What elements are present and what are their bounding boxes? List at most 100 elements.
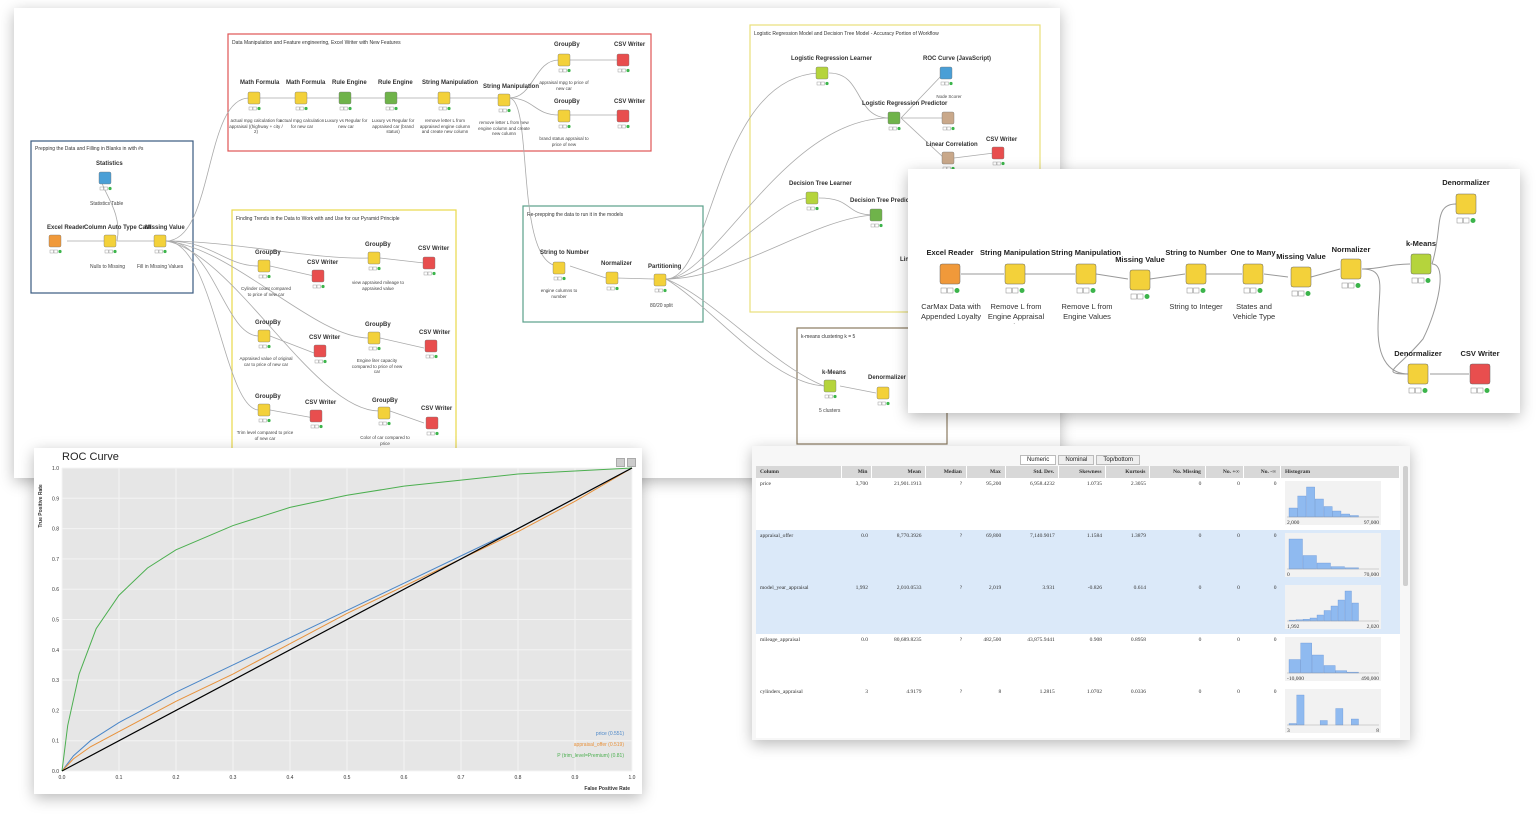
stats-row-mileage_appraisal[interactable]: mileage_appraisal 0.0 80,689.8235? 482,500 4… [756,634,1400,686]
roc-curve-view: ROC Curve 0.0 0.1 0.2 0.3 0.4 0.5 0.6 0.7 0.8 0.9… [34,448,642,794]
node-title-csv-models: CSV Writer [986,137,1018,143]
zoom-svg: Excel Reader String Manipulation String … [921,178,1500,394]
missing-value-node[interactable] [153,234,167,254]
csv-writer-node-b[interactable] [616,109,630,129]
groupby-node-b[interactable] [557,109,571,129]
stats-col-header[interactable]: Std. Dev. [1005,466,1060,478]
histogram-max-label: 8 [1376,728,1379,733]
stats-cell-std: 43,875.9441 [1027,637,1055,643]
roc-legend: price (0.551) appraisal_offer (0.519) P (t… [557,731,624,759]
zoom-missing-value-node-1[interactable] [1129,269,1151,300]
zoom-node-title-10: Denormalizer [1394,349,1442,358]
histogram-bar [1351,602,1359,622]
zoom-labels: Excel Reader String Manipulation String … [926,178,1499,358]
csv-writer-node-c[interactable] [311,269,325,289]
groupby-node-f[interactable] [367,331,381,351]
tab-top-bottom[interactable]: Top/bottom [1096,455,1141,465]
node-title-partitioning: Partitioning [648,264,682,270]
csv-writer-node-h[interactable] [425,416,439,436]
csv-writer-node-e[interactable] [313,344,327,364]
groupby-node-d[interactable] [367,251,381,271]
stats-cell-skew: 0.908 [1089,637,1102,643]
histogram-bar [1309,617,1317,622]
roc-series [61,467,633,772]
string-manip-node-1[interactable] [437,91,451,111]
column-cast-node[interactable] [103,234,117,254]
zoom-denormalizer-node-1[interactable] [1455,193,1477,224]
stats-col-header[interactable]: Column [756,466,842,478]
stats-cell-pinf: 0 [1205,530,1244,582]
stats-col-header[interactable]: Kurtosis [1105,466,1151,478]
tab-nominal[interactable]: Nominal [1058,455,1095,465]
stats-col-header[interactable]: Max [966,466,1006,478]
partitioning-node[interactable] [653,273,667,293]
zoom-string-manip-node-1[interactable] [1004,263,1026,294]
rule-engine-node-2[interactable] [384,91,398,111]
roc-title: ROC Curve [62,451,119,463]
zoom-string-manip-node-2[interactable] [1075,263,1097,294]
zoomed-workflow-canvas[interactable]: Excel Reader String Manipulation String … [908,169,1520,413]
stats-col-header[interactable]: No. -∞ [1243,466,1281,478]
stats-col-header[interactable]: Mean [871,466,926,478]
scorer-node[interactable] [941,111,955,131]
main-workflow-canvas[interactable]: Prepping the Data and Filling in Blanks … [14,8,1060,478]
stats-row-cylinders_appraisal[interactable]: cylinders_appraisal 3 4.9179? 8 1.2815 1.0702… [756,686,1400,738]
tab-numeric[interactable]: Numeric [1019,455,1057,465]
csv-writer-models-node[interactable] [991,146,1005,166]
string-manip-node-2[interactable] [497,93,511,113]
histogram-bar [1330,605,1338,622]
zoom-csv-writer-node[interactable] [1469,363,1491,394]
stats-col-header[interactable]: Skewness [1058,466,1107,478]
node-title-statistics: Statistics [96,161,123,167]
dt-predictor-node[interactable] [869,208,883,228]
groupby-node-h[interactable] [377,406,391,426]
zoom-string-to-number-node[interactable] [1185,263,1207,294]
node-title-partial: Line [900,257,913,263]
zoom-kmeans-node[interactable] [1410,253,1432,284]
groupby-node-g[interactable] [257,403,271,423]
stats-row-model_year_appraisal[interactable]: model_year_appraisal 1,992 2,010.0533? 2,01… [756,582,1400,634]
roc-js-node[interactable] [939,66,953,86]
statistics-node[interactable] [98,171,112,191]
groupby-node-a[interactable] [557,53,571,73]
zoom-denormalizer-node-2[interactable] [1407,363,1429,394]
stats-col-header[interactable]: Median [925,466,967,478]
stats-col-header[interactable]: Min [841,466,873,478]
linear-correlation-node[interactable] [941,151,955,171]
roc-xtick: 0.9 [572,775,579,781]
csv-writer-node-a[interactable] [616,53,630,73]
caption-string-to-number: engine columns to number [541,288,578,299]
stats-col-header[interactable]: No. Missing [1149,466,1206,478]
string-to-number-node[interactable] [552,261,566,281]
zoom-excel-reader-node[interactable] [939,263,961,294]
stats-col-header[interactable]: No. +∞ [1205,466,1245,478]
zoom-normalizer-node[interactable] [1340,258,1362,289]
scrollbar[interactable] [1403,466,1408,586]
zoom-missing-value-node-2[interactable] [1290,266,1312,297]
csv-writer-node-g[interactable] [309,409,323,429]
denormalizer-node[interactable] [876,386,890,406]
csv-writer-node-d[interactable] [422,256,436,276]
expand-icon[interactable] [616,458,625,467]
stats-col-header[interactable]: Histogram [1280,466,1400,478]
kmeans-node[interactable] [823,379,837,399]
stats-row-price[interactable]: price 3,700 21,901.1913? 95,200 6,958.4232 1.… [756,478,1400,530]
logreg-learner-node[interactable] [815,66,829,86]
caption-smanip1: remove letter L from appraised engine co… [420,118,470,134]
groupby-node-e[interactable] [257,329,271,349]
caption-groupby-brand: brand status appraisal to price of new [539,136,588,147]
excel-reader-node[interactable] [48,234,62,254]
groupby-node-c[interactable] [257,259,271,279]
normalizer-node[interactable] [605,271,619,291]
dt-learner-node[interactable] [805,191,819,211]
math-formula-node-2[interactable] [294,91,308,111]
settings-icon[interactable] [627,458,636,467]
zoom-node-title-4: String to Number [1165,248,1226,257]
csv-writer-node-f[interactable] [424,339,438,359]
zoom-one-to-many-node[interactable] [1242,263,1264,294]
stats-row-appraisal_offer[interactable]: appraisal_offer 0.0 8,770.3926? 69,800 7,140… [756,530,1400,582]
math-formula-node-1[interactable] [247,91,261,111]
logreg-predictor-node[interactable] [887,111,901,131]
rule-engine-node-1[interactable] [338,91,352,111]
